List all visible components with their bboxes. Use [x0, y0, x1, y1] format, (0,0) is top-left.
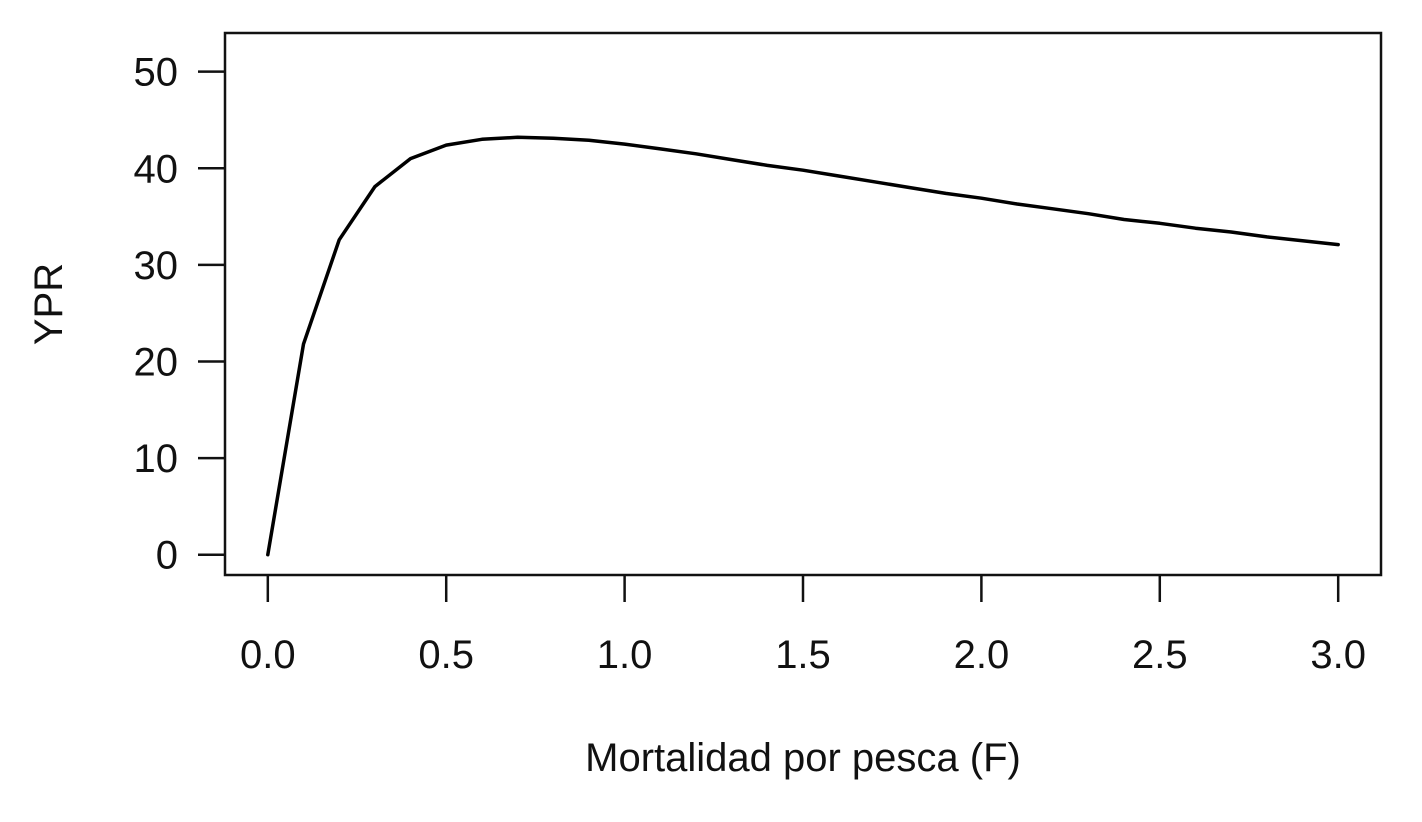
x-tick-label: 0.0 [240, 633, 296, 677]
y-tick-label: 40 [134, 147, 179, 191]
x-tick-label: 1.0 [597, 633, 653, 677]
ypr-curve [266, 135, 1340, 557]
y-tick-label: 0 [156, 534, 178, 578]
y-tick-label: 30 [134, 244, 179, 288]
x-tick-label: 1.5 [775, 633, 831, 677]
x-tick-label: 2.5 [1132, 633, 1188, 677]
y-tick-label: 50 [134, 51, 179, 95]
x-tick-label: 0.5 [418, 633, 474, 677]
y-axis: 0 10 20 30 40 50 [134, 51, 225, 578]
plot-frame [223, 31, 1383, 577]
x-tick-label: 2.0 [954, 633, 1010, 677]
y-axis-title: YPR [27, 263, 71, 345]
x-tick-label: 3.0 [1310, 633, 1366, 677]
x-axis-title: Mortalidad por pesca (F) [585, 736, 1021, 780]
x-axis: 0.0 0.5 1.0 1.5 2.0 2.5 3.0 [240, 575, 1366, 677]
y-tick-label: 20 [134, 340, 179, 384]
y-tick-label: 10 [134, 437, 179, 481]
